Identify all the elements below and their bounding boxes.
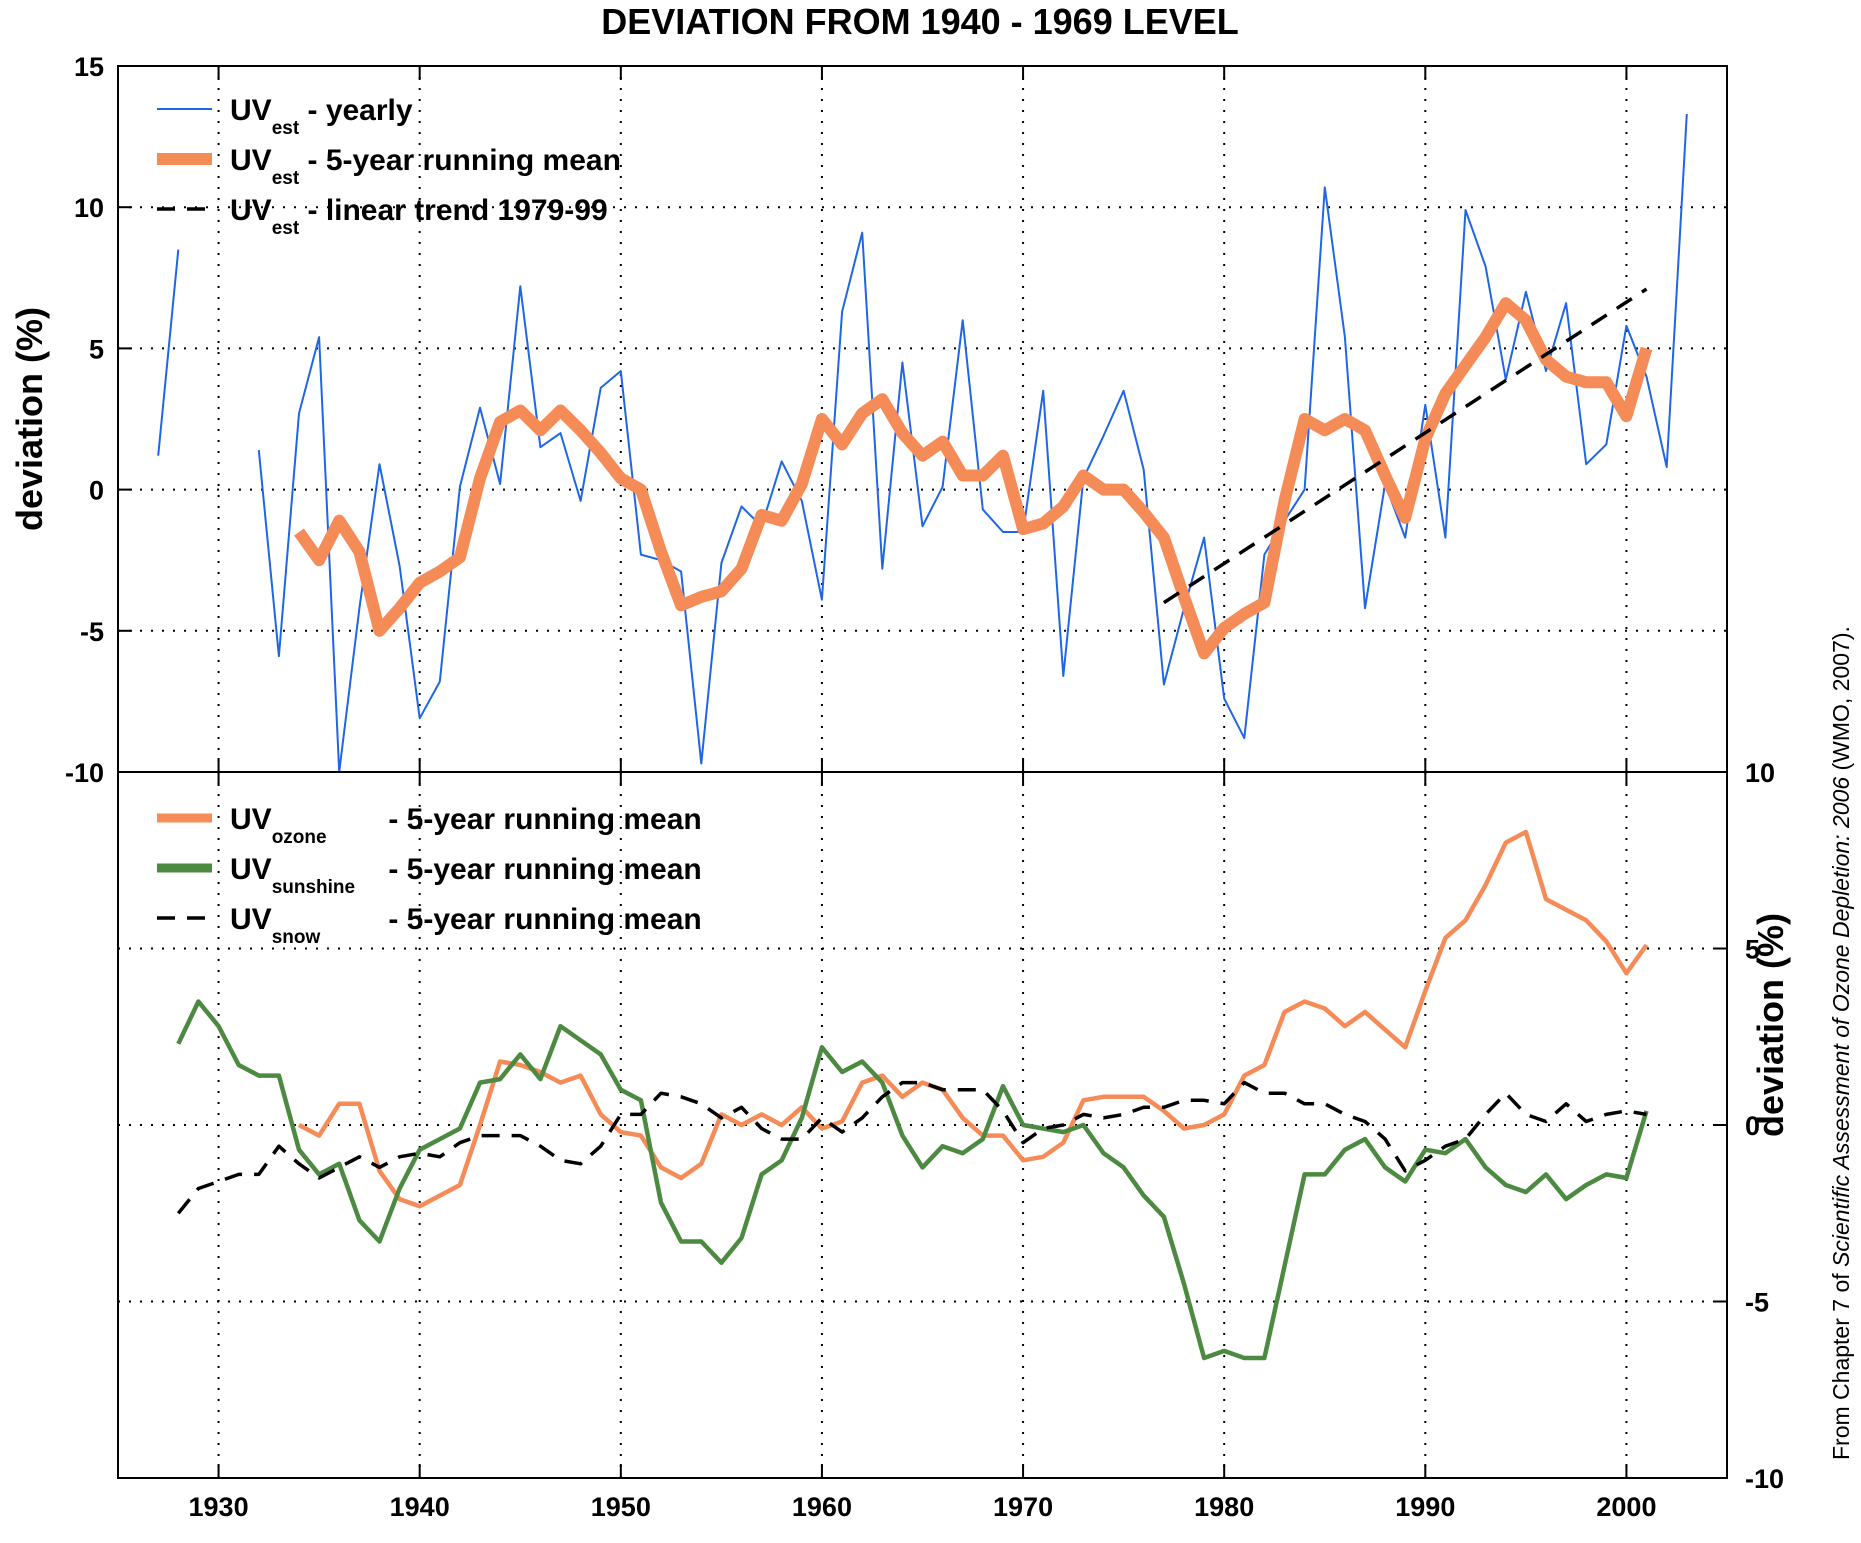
top-series-est-line-mean: [294, 297, 1653, 660]
bottom-xtick-label: 1970: [993, 1492, 1053, 1522]
bottom-legend-label-0: UVozone - 5-year running mean: [230, 803, 702, 848]
bottom-xtick-label: 1940: [390, 1492, 450, 1522]
top-ylabel: deviation (%): [9, 307, 50, 531]
legend-uv: UV: [230, 803, 272, 836]
bottom-ytick-label: -10: [1745, 1464, 1784, 1494]
bottom-xtick-label: 1990: [1395, 1492, 1455, 1522]
legend-suffix: - 5-year running mean: [380, 803, 702, 836]
bottom-series-sunshine-line: [176, 999, 1649, 1361]
bottom-series-ozone-line: [297, 829, 1649, 1209]
legend-uv: UV: [230, 853, 272, 886]
legend-uv: UV: [230, 194, 272, 227]
top-series-est-line: [1162, 287, 1648, 605]
top-ytick-label: 10: [74, 193, 104, 223]
legend-subscript: est: [272, 118, 300, 139]
top-series-est-line: [257, 113, 1688, 773]
top-ytick-label: -10: [65, 758, 104, 788]
legend-uv: UV: [230, 144, 272, 177]
bottom-ylabel: deviation (%): [1750, 913, 1791, 1137]
credit-italic: Scientific Assessment of Ozone Depletion…: [1828, 777, 1854, 1267]
credit-prefix: From Chapter 7 of: [1828, 1267, 1854, 1460]
legend-subscript: snow: [272, 927, 321, 948]
legend-suffix: - 5-year running mean: [380, 903, 702, 936]
top-legend-label-0: UVest - yearly: [230, 94, 413, 139]
bottom-xtick-label: 1980: [1194, 1492, 1254, 1522]
source-credit: From Chapter 7 of Scientific Assessment …: [1828, 626, 1854, 1460]
top-ytick-label: 5: [89, 334, 104, 364]
legend-suffix: - 5-year running mean: [380, 853, 702, 886]
bottom-legend-label-1: UVsunshine - 5-year running mean: [230, 853, 702, 898]
legend-uv: UV: [230, 903, 272, 936]
bottom-ytick-label: 10: [1745, 758, 1775, 788]
bottom-ytick-label: 0: [1745, 1111, 1760, 1141]
bottom-ytick-label: 5: [1745, 935, 1760, 965]
top-ytick-label: 0: [89, 476, 104, 506]
legend-subscript: ozone: [272, 827, 327, 848]
bottom-ytick-label: -5: [1745, 1288, 1769, 1318]
bottom-legend-label-2: UVsnow - 5-year running mean: [230, 903, 702, 948]
credit-suffix: (WMO, 2007).: [1828, 626, 1854, 777]
bottom-legend: UVozone - 5-year running meanUVsunshine …: [157, 803, 702, 948]
top-legend-label-1: UVest - 5-year running mean: [230, 144, 621, 189]
bottom-series-snow-line: [176, 1080, 1647, 1215]
legend-suffix: - yearly: [299, 94, 413, 127]
legend-subscript: est: [272, 218, 300, 239]
bottom-panel: -10 -5 0 5 10 1930 1940 1950 1960 1970 1980 1990 200…: [117, 758, 1791, 1522]
bottom-xtick-label: 2000: [1596, 1492, 1656, 1522]
legend-suffix: - 5-year running mean: [299, 144, 621, 177]
top-ytick-label: 15: [74, 52, 104, 82]
top-legend-label-2: UVest - linear trend 1979-99: [230, 194, 608, 239]
legend-uv: UV: [230, 94, 272, 127]
legend-subscript: sunshine: [272, 877, 355, 898]
top-ytick-label: -5: [80, 617, 104, 647]
bottom-xtick-label: 1960: [792, 1492, 852, 1522]
chart-title: DEVIATION FROM 1940 - 1969 LEVEL: [601, 1, 1239, 42]
top-series-est-line: [157, 249, 180, 456]
legend-subscript: est: [272, 168, 300, 189]
legend-suffix: - linear trend 1979-99: [299, 194, 607, 227]
bottom-xtick-label: 1930: [189, 1492, 249, 1522]
bottom-xtick-label: 1950: [591, 1492, 651, 1522]
